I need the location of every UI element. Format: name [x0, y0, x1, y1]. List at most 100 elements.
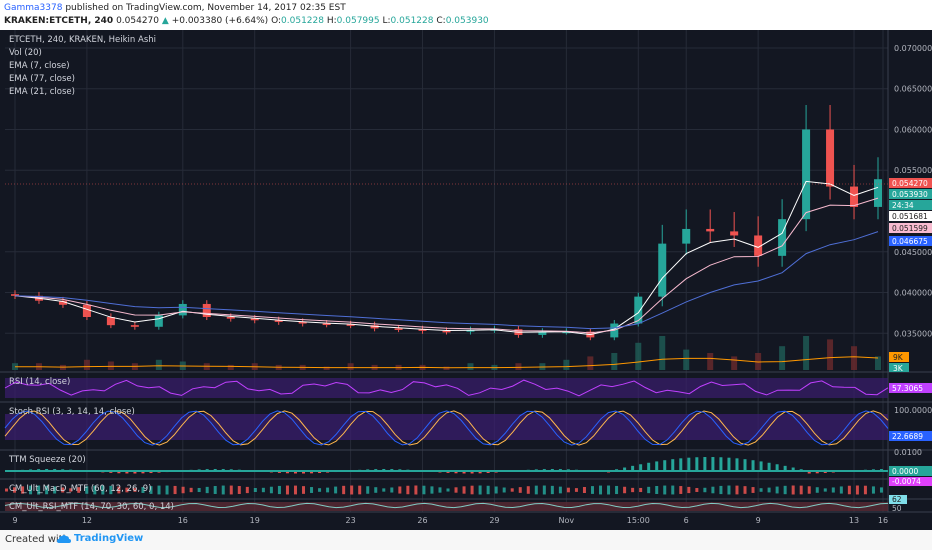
price-label-box-0: [889, 178, 932, 188]
stoch-title: Stoch RSI (3, 3, 14, 14, close): [9, 407, 135, 417]
macd-bar: [213, 486, 217, 494]
tradingview-brand[interactable]: TradingView: [74, 533, 144, 544]
price-tick-label: 0.065000: [894, 85, 932, 94]
macd-bar: [566, 487, 570, 493]
volume-label-1: 3K: [893, 364, 904, 373]
macd-bar: [221, 485, 225, 495]
ttm-bar: [470, 471, 474, 474]
stoch-tick-label: 100.0000: [894, 406, 932, 415]
symbol-text: KRAKEN:ETCETH, 240: [4, 16, 114, 26]
candle-body: [442, 330, 451, 333]
macd-bar: [61, 487, 65, 493]
time-tick-label: 13: [849, 516, 859, 525]
macd-bar: [751, 487, 755, 493]
volume-bar: [731, 356, 738, 370]
price-tick-label: 0.055000: [894, 166, 932, 175]
macd-title: CM_Ult_MacD_MTF (60, 12, 26, 9): [9, 484, 152, 494]
ttm-bar: [751, 460, 755, 472]
volume-bar: [611, 353, 618, 370]
candle-body: [874, 179, 882, 207]
macd-bar: [687, 486, 691, 494]
macd-bar: [462, 486, 466, 494]
candle-body: [154, 315, 163, 327]
author-name[interactable]: Gamma3378: [4, 3, 63, 13]
macd-bar: [189, 487, 193, 493]
macd-bar: [486, 485, 490, 495]
ttm-bar: [631, 465, 635, 472]
macd-bar: [237, 486, 241, 494]
stoch-d-line: [4, 410, 889, 446]
volume-ma-line: [15, 356, 879, 369]
macd-bar: [173, 485, 177, 495]
macd-bar: [302, 486, 306, 494]
macd-bar: [13, 487, 17, 493]
ema-7-line: [14, 180, 879, 336]
macd-bar: [655, 486, 659, 494]
macd-bar: [125, 487, 129, 493]
price-tick-label: 0.060000: [894, 125, 932, 134]
publish-line: Gamma3378 published on TradingView.com, …: [4, 3, 346, 13]
legend-entry-3: EMA (77, close): [9, 74, 75, 84]
macd-bar: [398, 486, 402, 494]
ttm-bar: [759, 461, 763, 472]
ttm-bar: [783, 465, 787, 472]
close-label: C:: [436, 16, 446, 26]
macd-bar: [799, 485, 803, 495]
macd-bar: [85, 486, 89, 494]
macd-bar: [310, 487, 314, 493]
macd-bar: [823, 488, 827, 492]
candle-body: [298, 321, 307, 324]
macd-bar: [253, 488, 257, 492]
macd-bar: [534, 485, 538, 495]
price-tick-label: 0.070000: [894, 44, 932, 53]
macd-bar: [719, 485, 723, 495]
macd-bar: [21, 486, 25, 494]
ttm-bar: [671, 459, 675, 472]
ttm-value-label: 0.0000: [892, 467, 918, 476]
stoch-band: [5, 414, 888, 440]
volume-bar: [467, 363, 474, 370]
macd-bar: [767, 487, 771, 493]
macd-bar: [582, 486, 586, 494]
ttm-bar: [711, 457, 715, 472]
ttm-bar: [767, 462, 771, 472]
stoch-value-box: [889, 431, 932, 441]
time-tick-label: 29: [489, 516, 499, 525]
macd-bar: [53, 486, 57, 494]
crsi-value-label-2: 50: [892, 504, 902, 513]
macd-bar: [783, 485, 787, 495]
candle-body: [418, 329, 427, 331]
macd-bar: [839, 486, 843, 494]
candle-body: [538, 331, 547, 335]
ttm-tick-label: 0.0100: [894, 448, 922, 457]
ttm-bar: [687, 457, 691, 472]
ema-21-line: [14, 197, 879, 334]
time-tick-label: 26: [417, 516, 427, 525]
time-tick-label: 16: [178, 516, 188, 525]
candle-body: [346, 324, 355, 326]
volume-bar: [707, 353, 714, 370]
macd-bar: [639, 487, 643, 493]
macd-bar: [430, 486, 434, 494]
macd-bar: [109, 485, 113, 495]
macd-bar: [759, 488, 763, 492]
ttm-bar: [679, 458, 683, 472]
rsi-band: [5, 378, 888, 398]
macd-bar: [69, 488, 73, 492]
created-with-text: Created with: [5, 534, 69, 545]
time-tick-label: 15:00: [627, 516, 650, 525]
last-price: 0.054270: [116, 16, 160, 26]
candle-body: [82, 304, 91, 318]
macd-bar: [205, 486, 209, 494]
volume-bar: [563, 359, 570, 370]
price-label-2: 24:34: [892, 201, 914, 210]
price-tick-label: 0.035000: [894, 329, 932, 338]
tradingview-cloud-icon: [57, 535, 71, 543]
macd-bar: [478, 485, 482, 495]
low-value: 0.051228: [390, 16, 434, 26]
volume-bar: [875, 356, 881, 370]
chart-canvas[interactable]: ETCETH, 240, KRAKEN, Heikin Ashi Vol (20)…: [0, 30, 932, 530]
macd-bar: [775, 486, 779, 494]
candle-body: [178, 303, 187, 316]
legend-entry-2: EMA (7, close): [9, 61, 70, 71]
